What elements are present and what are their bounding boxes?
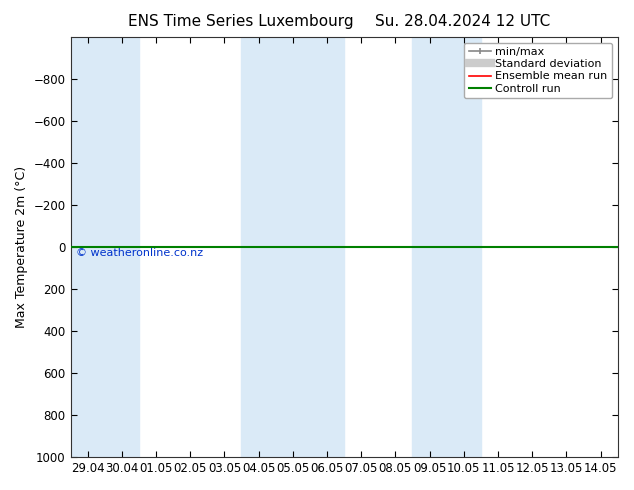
Legend: min/max, Standard deviation, Ensemble mean run, Controll run: min/max, Standard deviation, Ensemble me… (464, 43, 612, 98)
Text: ENS Time Series Luxembourg: ENS Time Series Luxembourg (128, 14, 354, 29)
Bar (70, 37, 139, 457)
Bar (242, 37, 344, 457)
Y-axis label: Max Temperature 2m (°C): Max Temperature 2m (°C) (15, 166, 28, 328)
Bar (413, 37, 481, 457)
Text: © weatheronline.co.nz: © weatheronline.co.nz (76, 248, 203, 258)
Text: Su. 28.04.2024 12 UTC: Su. 28.04.2024 12 UTC (375, 14, 550, 29)
